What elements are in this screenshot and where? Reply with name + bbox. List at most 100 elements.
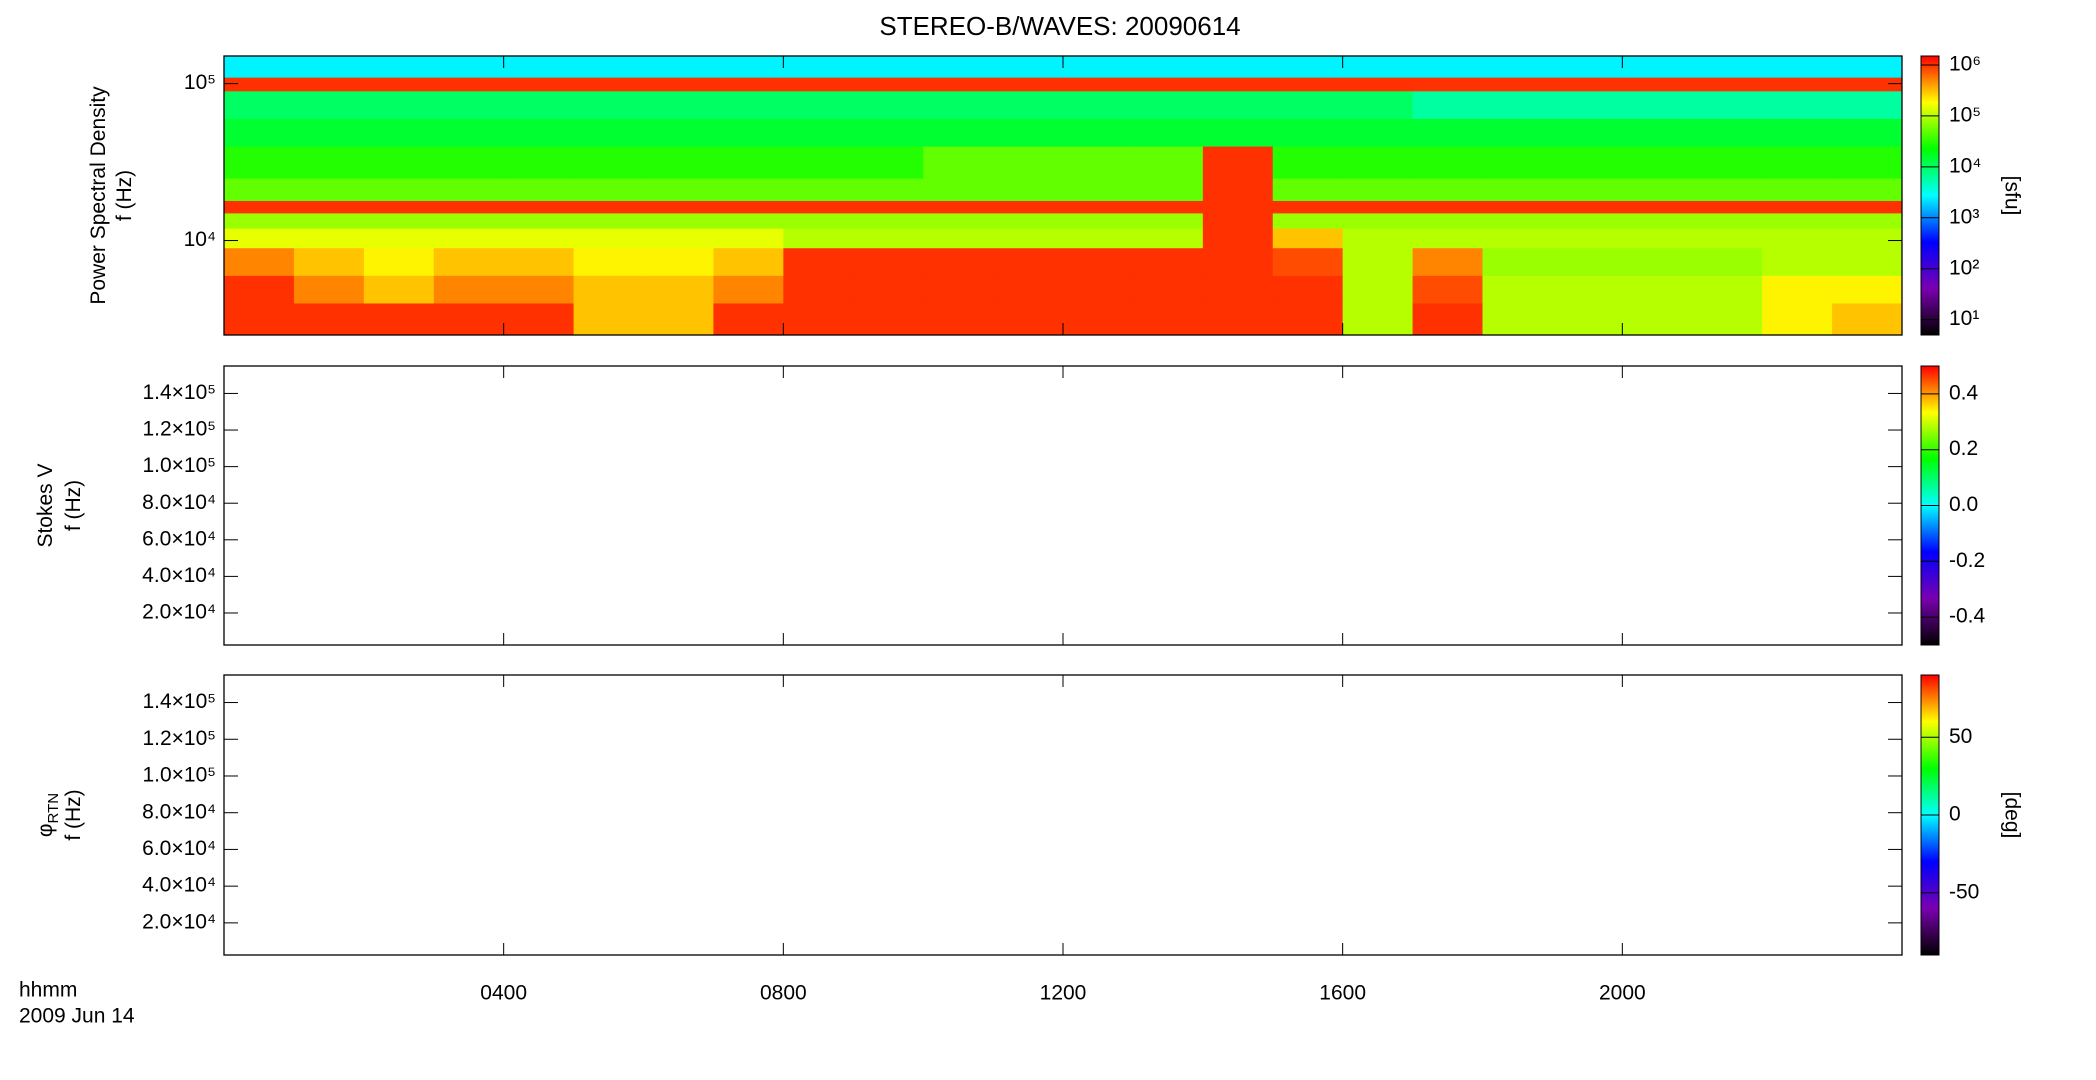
heatmap-cell	[1272, 247, 1344, 276]
y-tick-label: 6.0×10⁴	[142, 837, 216, 860]
heatmap-cell	[363, 200, 435, 214]
heatmap-cell	[1063, 90, 1134, 119]
heatmap-cell	[1832, 178, 1903, 201]
y-tick-label: 1.2×10⁵	[142, 418, 216, 441]
heatmap-cell	[993, 247, 1064, 276]
heatmap-cell	[1272, 212, 1344, 229]
heatmap-cell	[1412, 247, 1483, 276]
y-tick-label: 2.0×10⁴	[142, 910, 216, 933]
heatmap-cell	[503, 275, 575, 304]
heatmap-cell	[923, 228, 994, 249]
heatmap-cell	[1342, 212, 1414, 229]
heatmap-cell	[993, 275, 1064, 304]
heatmap-cell	[1762, 90, 1833, 119]
heatmap-cell	[1202, 90, 1274, 119]
heatmap-cell	[433, 77, 505, 92]
heatmap-cell	[1832, 212, 1903, 229]
heatmap-cell	[1692, 212, 1763, 229]
heatmap-cell	[293, 118, 365, 147]
heatmap-cell	[1692, 275, 1763, 304]
heatmap-cell	[1202, 178, 1274, 201]
heatmap-cell	[923, 302, 994, 336]
heatmap-cell	[363, 178, 435, 201]
heatmap-cell	[993, 302, 1064, 336]
heatmap-cell	[713, 146, 784, 179]
heatmap-cell	[433, 302, 505, 336]
heatmap-cell	[293, 228, 365, 249]
heatmap-cell	[1482, 90, 1553, 119]
heatmap-cell	[1692, 77, 1763, 92]
heatmap-cell	[1202, 56, 1274, 78]
heatmap-cell	[1762, 228, 1833, 249]
heatmap-cell	[503, 228, 575, 249]
heatmap-cell	[713, 77, 784, 92]
heatmap-cell	[993, 56, 1064, 78]
colorbar-tick-label: 0.4	[1949, 381, 1979, 404]
heatmap-cell	[713, 247, 784, 276]
heatmap-cell	[1692, 56, 1763, 78]
heatmap-cell	[363, 212, 435, 229]
heatmap-cell	[993, 90, 1064, 119]
heatmap-cell	[433, 212, 505, 229]
y-tick-label: 10⁴	[184, 228, 216, 251]
heatmap-cell	[853, 200, 924, 214]
colorbar	[1920, 55, 1940, 336]
heatmap-cell	[573, 302, 644, 336]
heatmap-cell	[1132, 77, 1204, 92]
heatmap-cell	[783, 90, 854, 119]
heatmap-cell	[293, 146, 365, 179]
heatmap-cell	[573, 228, 644, 249]
heatmap-cell	[783, 56, 854, 78]
heatmap-cell	[433, 178, 505, 201]
heatmap-cell	[1412, 178, 1483, 201]
heatmap-cell	[573, 146, 644, 179]
heatmap-cell	[643, 212, 714, 229]
heatmap-cell	[1692, 90, 1763, 119]
heatmap-cell	[923, 200, 994, 214]
heatmap-cell	[853, 178, 924, 201]
heatmap-cell	[1272, 228, 1344, 249]
heatmap-cell	[993, 118, 1064, 147]
y-tick-label: 8.0×10⁴	[142, 800, 216, 823]
heatmap-cell	[1692, 200, 1763, 214]
y-tick-label: 6.0×10⁴	[142, 527, 216, 550]
heatmap-cell	[1272, 90, 1344, 119]
heatmap-cell	[224, 146, 295, 179]
heatmap-cell	[1132, 56, 1204, 78]
y-axis-label: f (Hz)	[62, 789, 85, 840]
heatmap-cell	[224, 56, 295, 78]
plot-frame	[223, 365, 1903, 646]
colorbar-tick-label: 50	[1949, 725, 1972, 748]
heatmap-cell	[1342, 200, 1414, 214]
heatmap-cell	[293, 302, 365, 336]
heatmap-cell	[1832, 247, 1903, 276]
heatmap-cell	[573, 77, 644, 92]
heatmap-cell	[1552, 146, 1623, 179]
heatmap-cell	[923, 77, 994, 92]
heatmap-cell	[1622, 178, 1693, 201]
heatmap-cell	[1412, 90, 1483, 119]
heatmap-cell	[224, 247, 295, 276]
heatmap-cell	[1272, 302, 1344, 336]
heatmap-cell	[363, 56, 435, 78]
heatmap-cell	[363, 247, 435, 276]
heatmap-cell	[643, 302, 714, 336]
heatmap-cell	[853, 247, 924, 276]
heatmap-cell	[363, 228, 435, 249]
heatmap-cell	[224, 212, 295, 229]
heatmap-cell	[713, 302, 784, 336]
heatmap-cell	[853, 302, 924, 336]
heatmap-cell	[224, 178, 295, 201]
heatmap-cell	[783, 77, 854, 92]
heatmap-cell	[1832, 118, 1903, 147]
colorbar-label: [deg]	[2000, 792, 2023, 839]
heatmap-cell	[643, 77, 714, 92]
heatmap-cell	[1412, 77, 1483, 92]
heatmap-cell	[643, 146, 714, 179]
heatmap-cell	[573, 118, 644, 147]
y-tick-label: 2.0×10⁴	[142, 601, 216, 624]
heatmap-cell	[1342, 302, 1414, 336]
heatmap-cell	[713, 118, 784, 147]
heatmap-cell	[1272, 275, 1344, 304]
heatmap-cell	[1622, 275, 1693, 304]
